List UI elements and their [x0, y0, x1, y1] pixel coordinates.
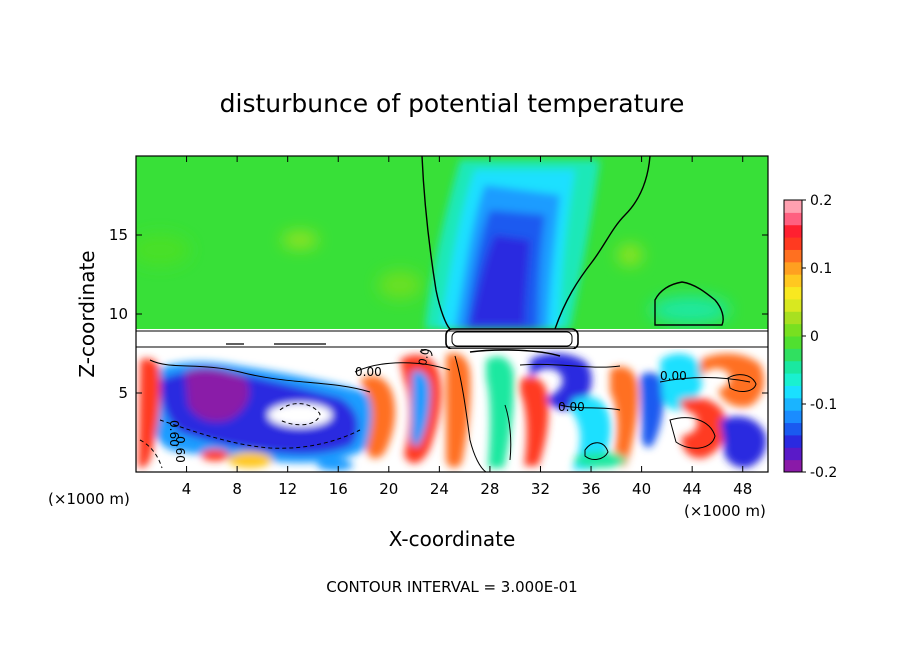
contour-label-5: 0.60: [167, 420, 181, 447]
x-tick-label-6: 28: [480, 480, 499, 498]
colorbar-swatch-10: [784, 336, 802, 349]
chart-title: disturbunce of potential temperature: [220, 89, 685, 118]
contour-label-6: 0.60: [173, 436, 187, 463]
zero-contour-right: [554, 156, 651, 329]
colorbar-swatch-5: [784, 397, 802, 411]
colorbar-swatch-14: [784, 286, 802, 300]
colorbar-swatch-1: [784, 447, 802, 461]
colorbar-swatch-18: [784, 237, 802, 250]
contour-label-1: 0.00: [355, 365, 382, 379]
x-tick-label-11: 48: [733, 480, 752, 498]
colorbar-swatch-13: [784, 298, 802, 312]
contour-label-2: 0.00: [558, 400, 585, 414]
colorbar-swatch-20: [784, 212, 802, 226]
x-tick-label-2: 12: [278, 480, 297, 498]
x-tick-label-3: 16: [329, 480, 348, 498]
cold-plume: [425, 160, 600, 329]
colorbar-swatch-16: [784, 261, 802, 275]
x-tick-label-5: 24: [430, 480, 449, 498]
y-axis: 5 10 15: [109, 226, 768, 402]
colorbar-swatch-21: [784, 200, 802, 213]
x-axis: 4 8 12 16 20 24 28 32 36 40 44 48: [182, 156, 752, 498]
contour-label-3: 0.00: [660, 369, 687, 383]
colorbar-swatch-6: [784, 385, 802, 399]
colorbar-swatch-3: [784, 422, 802, 436]
zero-contour-blob: [654, 281, 724, 326]
colorbar-swatch-17: [784, 249, 802, 263]
colorbar-tick-label-4: -0.2: [810, 465, 837, 481]
x-tick-label-10: 44: [683, 480, 702, 498]
x-tick-label-1: 8: [232, 480, 242, 498]
colorbar-swatch-4: [784, 410, 802, 424]
colorbar-swatch-7: [784, 373, 802, 386]
zero-contour-left: [421, 156, 451, 329]
contour-label-4: 0.00: [416, 340, 433, 366]
colorbar-swatch-0: [784, 459, 802, 473]
colorbar: 0.2 0.1 0 -0.1 -0.2: [783, 193, 837, 481]
colorbar-tick-label-3: -0.1: [810, 397, 837, 413]
colorbar-tick-label-2: 0: [810, 329, 819, 345]
colorbar-tick-label-1: 0.1: [810, 261, 832, 277]
x-tick-label-0: 4: [182, 480, 192, 498]
upper-field-anomalies: [136, 156, 730, 329]
colorbar-swatch-12: [784, 311, 802, 325]
plot-area: 0.00 0.00 0.00 0.00 0.60 0.60: [135, 155, 769, 473]
y-tick-label-0: 5: [118, 384, 128, 402]
colorbar-swatch-8: [784, 360, 802, 374]
x-tick-label-7: 32: [531, 480, 550, 498]
y-axis-label: Z-coordinate: [75, 250, 99, 377]
x-axis-label: X-coordinate: [389, 527, 516, 551]
y-tick-label-2: 15: [109, 226, 128, 244]
lower-field-anomalies: 0.00 0.00 0.00 0.00 0.60 0.60: [138, 340, 767, 472]
contour-interval-note: CONTOUR INTERVAL = 3.000E-01: [326, 578, 577, 596]
colorbar-swatch-2: [784, 434, 802, 448]
x-unit-right: (×1000 m): [684, 502, 766, 520]
colorbar-swatch-9: [784, 348, 802, 362]
colorbar-swatch-11: [784, 323, 802, 337]
x-tick-label-4: 20: [379, 480, 398, 498]
lower-contours: [139, 349, 757, 472]
x-tick-label-8: 36: [581, 480, 600, 498]
x-tick-label-9: 40: [632, 480, 651, 498]
colorbar-tick-label-0: 0.2: [810, 193, 832, 209]
colorbar-swatch-15: [784, 274, 802, 288]
colorbar-swatch-19: [784, 224, 802, 238]
x-unit-left: (×1000 m): [48, 490, 130, 508]
y-tick-label-1: 10: [109, 305, 128, 323]
